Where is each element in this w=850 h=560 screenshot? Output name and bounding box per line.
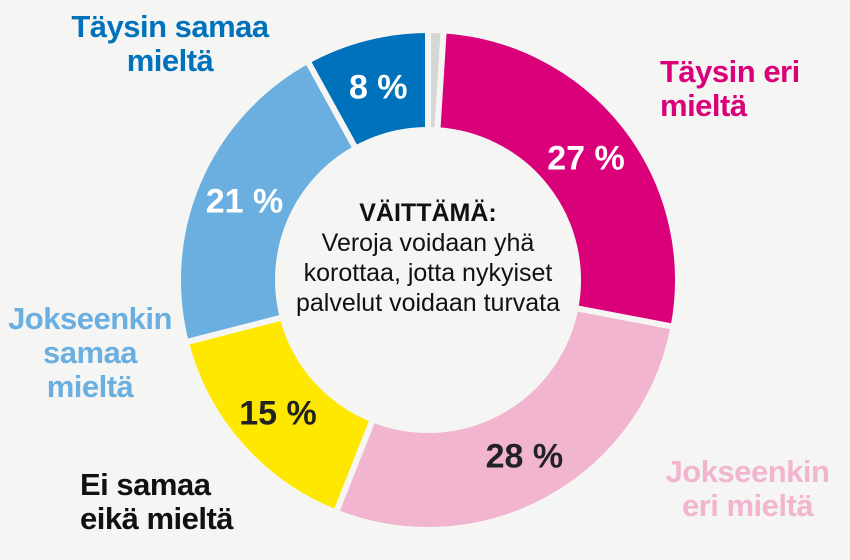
category-label-taysin-samaa: Täysin samaa mieltä — [71, 9, 269, 78]
chart-title: VÄITTÄMÄ: — [359, 199, 497, 227]
chart-subtitle: Veroja voidaan yhä korottaa, jotta nykyi… — [295, 229, 561, 317]
category-label-jokseenkin-samaa: Jokseenkin samaa mieltä — [8, 301, 172, 404]
slice-value-label: 21 % — [206, 183, 284, 221]
donut-slice — [332, 304, 678, 533]
slice-value-label: 15 % — [239, 394, 317, 432]
center-text: VÄITTÄMÄ: Veroja voidaan yhä korottaa, j… — [288, 198, 568, 318]
donut-slice — [303, 26, 431, 153]
donut-slice — [434, 27, 681, 331]
category-label-jokseenkin-eri: Jokseenkin eri mieltä — [665, 454, 830, 523]
donut-slice — [175, 56, 360, 346]
category-label-taysin-eri: Täysin eri mieltä — [660, 54, 800, 123]
slice-value-label: 8 % — [349, 68, 408, 106]
slice-value-label: 28 % — [486, 437, 564, 475]
category-label-ei-samaa: Ei samaa eikä mieltä — [80, 467, 234, 536]
slice-value-label: 27 % — [547, 139, 625, 177]
